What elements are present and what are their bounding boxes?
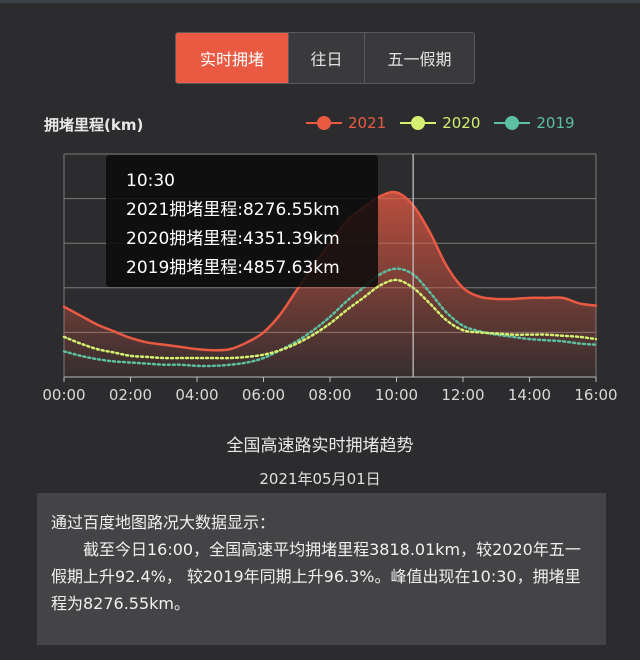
chart-date: 2021年05月01日 <box>259 470 381 488</box>
legend-label-2021: 2021 <box>348 114 387 132</box>
legend-item-2021[interactable]: 2021 <box>306 114 386 132</box>
x-tick-label: 12:00 <box>441 386 484 404</box>
x-tick-label: 02:00 <box>109 386 152 404</box>
tooltip-2020: 2020拥堵里程:4351.39km <box>126 229 340 249</box>
x-tick-label: 00:00 <box>42 386 85 404</box>
legend-label-2019: 2019 <box>536 114 575 132</box>
tooltip-time: 10:30 <box>126 171 175 191</box>
tab-realtime[interactable]: 实时拥堵 <box>176 33 288 83</box>
period-tabs: 实时拥堵 往日 五一假期 <box>175 32 475 84</box>
legend-marker-2020 <box>400 116 437 130</box>
x-tick-label: 08:00 <box>308 386 351 404</box>
legend-marker-2019 <box>494 116 531 130</box>
legend-item-2019[interactable]: 2019 <box>494 114 575 132</box>
series-2020-line <box>62 278 598 360</box>
legend-marker-2021 <box>306 116 342 130</box>
legend-label-2020: 2020 <box>442 114 481 132</box>
x-tick-label: 16:00 <box>574 386 617 404</box>
y-axis-title: 拥堵里程(km) <box>44 116 144 134</box>
summary-intro: 通过百度地图路况大数据显示： <box>51 513 276 532</box>
legend-item-2020[interactable]: 2020 <box>400 114 480 132</box>
tooltip-2021: 2021拥堵里程:8276.55km <box>126 200 340 220</box>
x-tick-label: 14:00 <box>508 386 551 404</box>
top-border <box>0 0 640 3</box>
x-tick-label: 06:00 <box>242 386 285 404</box>
series-2019-line <box>62 267 598 368</box>
chart-legend: 2021 2020 2019 <box>306 114 575 132</box>
chart-tooltip: 10:30 2021拥堵里程:8276.55km 2020拥堵里程:4351.3… <box>106 155 378 287</box>
tooltip-2019: 2019拥堵里程:4857.63km <box>126 258 340 278</box>
chart-title: 全国高速路实时拥堵趋势 <box>226 436 414 456</box>
x-tick-label: 10:00 <box>375 386 418 404</box>
summary-body: 截至今日16:00，全国高速平均拥堵里程3818.01km，较2020年五一假期… <box>51 540 581 613</box>
tab-may-day-holiday[interactable]: 五一假期 <box>364 33 474 83</box>
tab-past-days[interactable]: 往日 <box>288 33 364 83</box>
summary-panel: 通过百度地图路况大数据显示： 截至今日16:00，全国高速平均拥堵里程3818.… <box>37 493 606 645</box>
x-tick-label: 04:00 <box>175 386 218 404</box>
